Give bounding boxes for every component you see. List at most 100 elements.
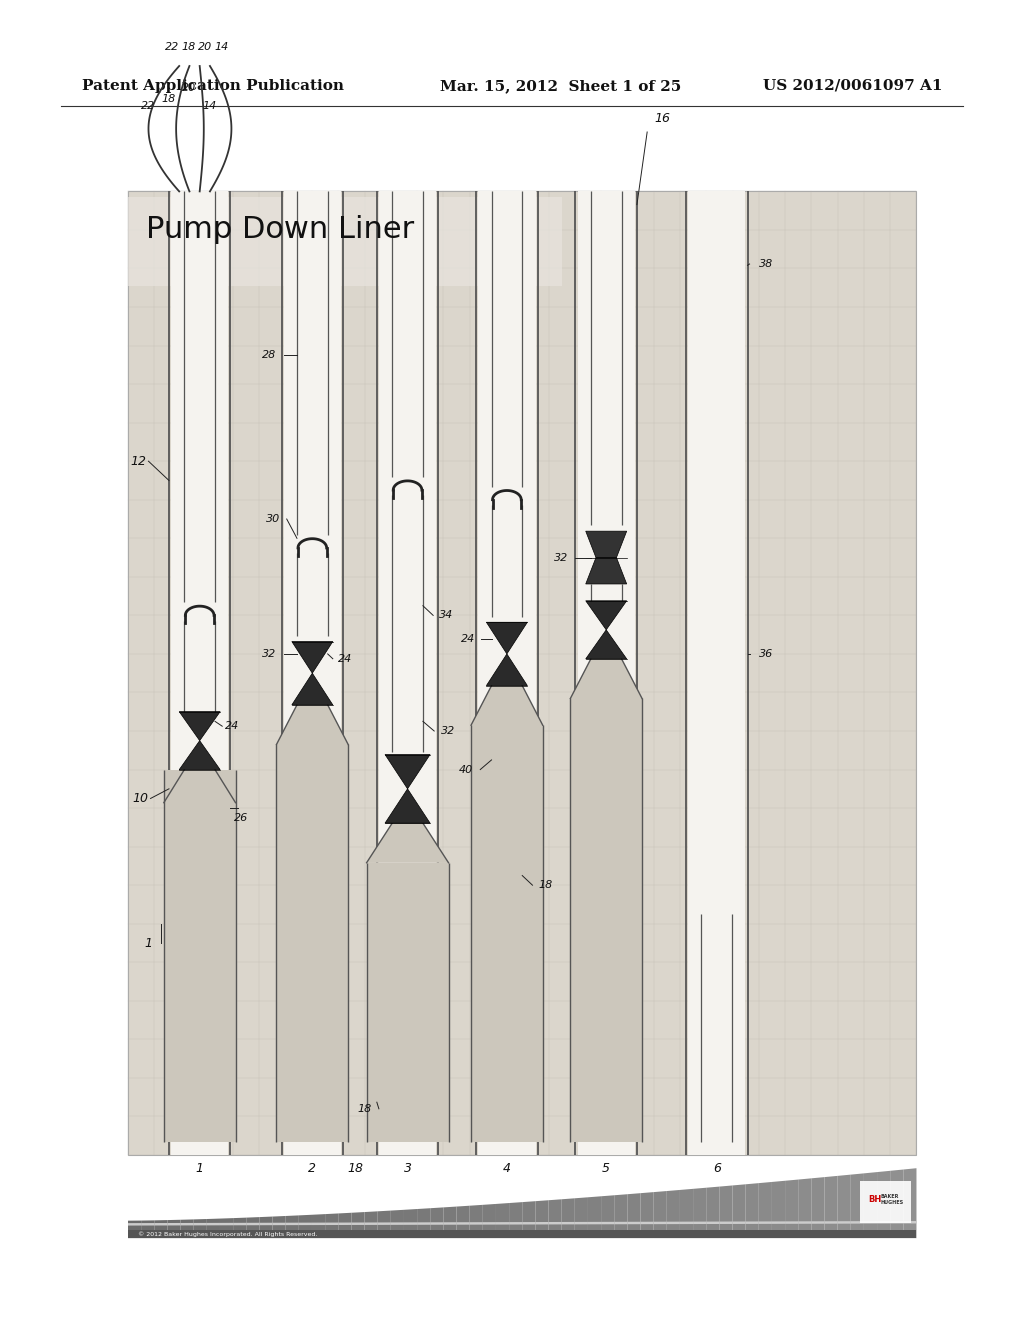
Polygon shape — [486, 622, 527, 653]
Polygon shape — [417, 1222, 430, 1225]
Polygon shape — [385, 755, 430, 789]
Bar — [591, 191, 622, 524]
Polygon shape — [522, 1222, 536, 1225]
Text: 16: 16 — [654, 112, 671, 125]
Polygon shape — [732, 1221, 745, 1224]
Polygon shape — [365, 1212, 378, 1238]
Polygon shape — [180, 1220, 194, 1238]
Polygon shape — [574, 1197, 588, 1238]
Bar — [688, 191, 745, 1155]
Polygon shape — [233, 1222, 246, 1225]
Polygon shape — [403, 1209, 417, 1238]
Polygon shape — [641, 1222, 653, 1224]
Polygon shape — [903, 1168, 916, 1238]
Polygon shape — [799, 1221, 811, 1224]
Polygon shape — [772, 1221, 785, 1224]
Polygon shape — [443, 1222, 457, 1225]
Bar — [128, 1230, 916, 1238]
Polygon shape — [179, 711, 220, 741]
Polygon shape — [457, 1205, 470, 1238]
Polygon shape — [614, 1195, 628, 1238]
Polygon shape — [194, 1218, 207, 1238]
Polygon shape — [745, 1221, 759, 1224]
Polygon shape — [824, 1221, 838, 1224]
Text: 32: 32 — [262, 649, 276, 659]
Text: 18: 18 — [539, 880, 553, 890]
Bar — [284, 191, 341, 1155]
Text: 30: 30 — [266, 513, 281, 524]
Text: 36: 36 — [759, 649, 773, 659]
Polygon shape — [207, 1218, 220, 1238]
Text: 1: 1 — [144, 936, 153, 949]
Text: 24: 24 — [461, 635, 475, 644]
Polygon shape — [536, 1200, 549, 1238]
Polygon shape — [168, 1222, 180, 1225]
Polygon shape — [877, 1221, 890, 1224]
Text: 3: 3 — [403, 1162, 412, 1175]
Polygon shape — [220, 1218, 233, 1238]
Polygon shape — [680, 1189, 693, 1238]
Polygon shape — [707, 1187, 719, 1238]
Text: 24: 24 — [225, 721, 240, 731]
Polygon shape — [785, 1180, 799, 1238]
Polygon shape — [586, 557, 627, 583]
Text: 18: 18 — [162, 94, 176, 104]
Text: 34: 34 — [439, 610, 454, 620]
Bar — [276, 744, 348, 1142]
Polygon shape — [312, 1214, 326, 1238]
Text: Pump Down Liner: Pump Down Liner — [146, 215, 415, 244]
Polygon shape — [561, 1222, 574, 1225]
Polygon shape — [864, 1172, 877, 1238]
Bar — [164, 770, 236, 1142]
Bar — [701, 913, 732, 1142]
Polygon shape — [628, 1222, 641, 1224]
Text: BH: BH — [868, 1195, 882, 1204]
Polygon shape — [259, 1222, 272, 1225]
Polygon shape — [811, 1177, 824, 1238]
Polygon shape — [326, 1213, 338, 1238]
Bar — [860, 1181, 911, 1224]
Bar — [492, 191, 522, 487]
Polygon shape — [890, 1170, 903, 1238]
Polygon shape — [292, 642, 333, 673]
Polygon shape — [601, 1222, 614, 1225]
Polygon shape — [574, 1222, 588, 1225]
Polygon shape — [483, 1204, 496, 1238]
Polygon shape — [824, 1176, 838, 1238]
Text: 2: 2 — [308, 1162, 316, 1175]
Polygon shape — [233, 1217, 246, 1238]
Bar — [367, 863, 449, 1142]
Text: 18: 18 — [357, 1104, 372, 1114]
Polygon shape — [312, 1222, 326, 1225]
Text: US 2012/0061097 A1: US 2012/0061097 A1 — [763, 79, 942, 92]
Bar — [578, 191, 635, 1155]
Bar — [128, 197, 561, 286]
Bar — [171, 191, 228, 1155]
Polygon shape — [470, 1222, 483, 1225]
Polygon shape — [365, 1222, 378, 1225]
Polygon shape — [286, 1222, 299, 1225]
Text: 18: 18 — [347, 1162, 364, 1175]
Bar — [478, 191, 536, 1155]
Polygon shape — [549, 1200, 561, 1238]
Bar — [184, 191, 215, 602]
Polygon shape — [471, 685, 543, 725]
Polygon shape — [903, 1221, 916, 1224]
Bar — [297, 191, 328, 535]
Polygon shape — [745, 1183, 759, 1238]
Text: 20: 20 — [182, 83, 197, 94]
Polygon shape — [457, 1222, 470, 1225]
Text: 22: 22 — [141, 100, 156, 111]
Polygon shape — [246, 1222, 259, 1225]
Polygon shape — [351, 1222, 365, 1225]
Polygon shape — [486, 653, 527, 685]
Polygon shape — [272, 1222, 286, 1225]
Polygon shape — [522, 1201, 536, 1238]
Polygon shape — [601, 1196, 614, 1238]
Polygon shape — [759, 1221, 772, 1224]
Polygon shape — [549, 1222, 561, 1225]
Polygon shape — [536, 1222, 549, 1225]
Polygon shape — [299, 1222, 312, 1225]
Polygon shape — [628, 1193, 641, 1238]
Polygon shape — [509, 1203, 522, 1238]
